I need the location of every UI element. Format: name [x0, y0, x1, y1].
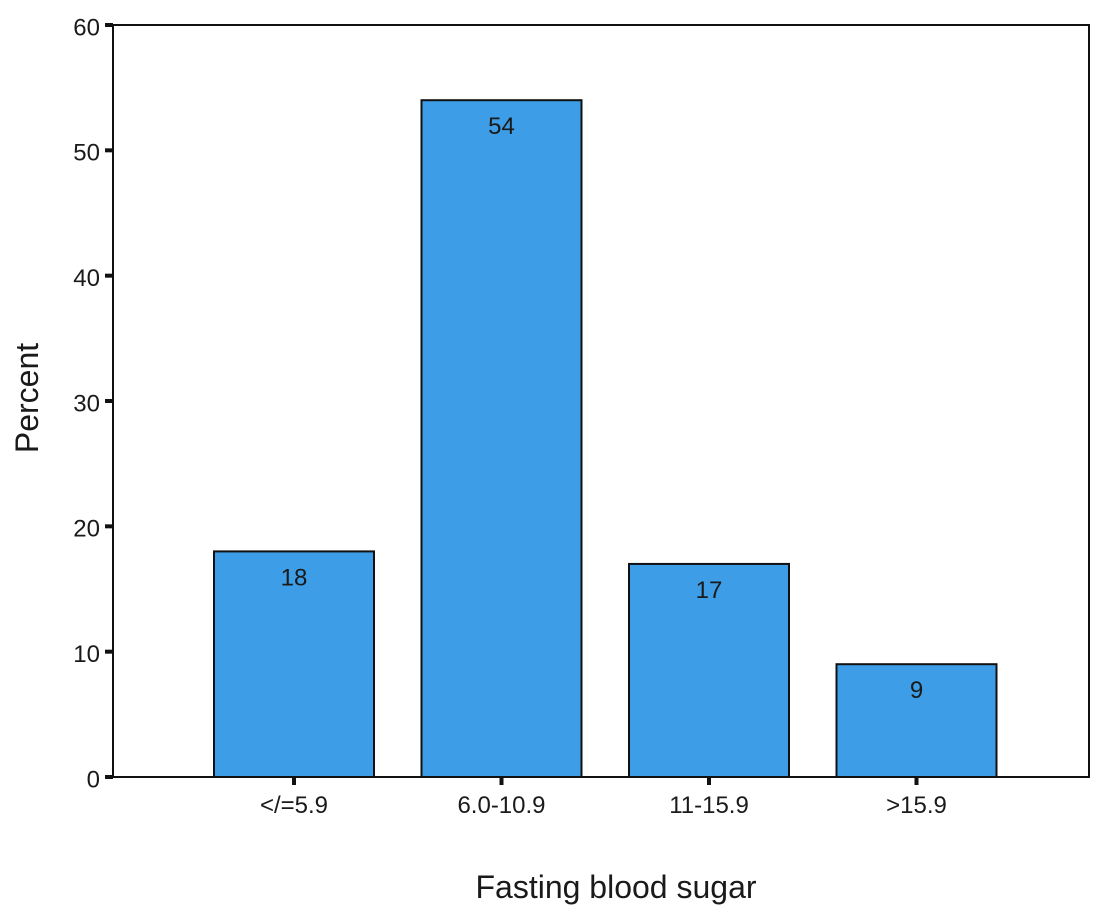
bar-series: 18 54 17 9 — [213, 99, 998, 779]
x-tick-label: >15.9 — [886, 792, 947, 819]
y-tick-label: 60 — [73, 14, 100, 41]
y-tick-label: 20 — [73, 516, 100, 543]
bar — [420, 99, 583, 778]
y-axis-title: Percent — [9, 343, 45, 453]
x-tick-label: 6.0-10.9 — [457, 792, 545, 819]
x-axis-title: Fasting blood sugar — [475, 869, 756, 905]
y-tick-label: 0 — [87, 766, 100, 793]
bar-data-label: 9 — [910, 677, 923, 704]
y-axis: 0 10 20 30 40 50 60 — [73, 14, 113, 793]
y-tick-label: 40 — [73, 265, 100, 292]
y-tick-label: 30 — [73, 390, 100, 417]
x-tick-label: </=5.9 — [260, 792, 328, 819]
y-tick-label: 50 — [73, 140, 100, 167]
bar — [835, 663, 998, 779]
bar — [628, 562, 790, 779]
x-tick-label: 11-15.9 — [669, 792, 749, 819]
bar-data-label: 54 — [488, 113, 515, 140]
bar-data-label: 17 — [696, 577, 723, 604]
x-axis: </=5.9 6.0-10.9 11-15.9 >15.9 — [260, 777, 947, 819]
y-tick-label: 10 — [73, 641, 100, 668]
bar-data-label: 18 — [281, 564, 308, 591]
